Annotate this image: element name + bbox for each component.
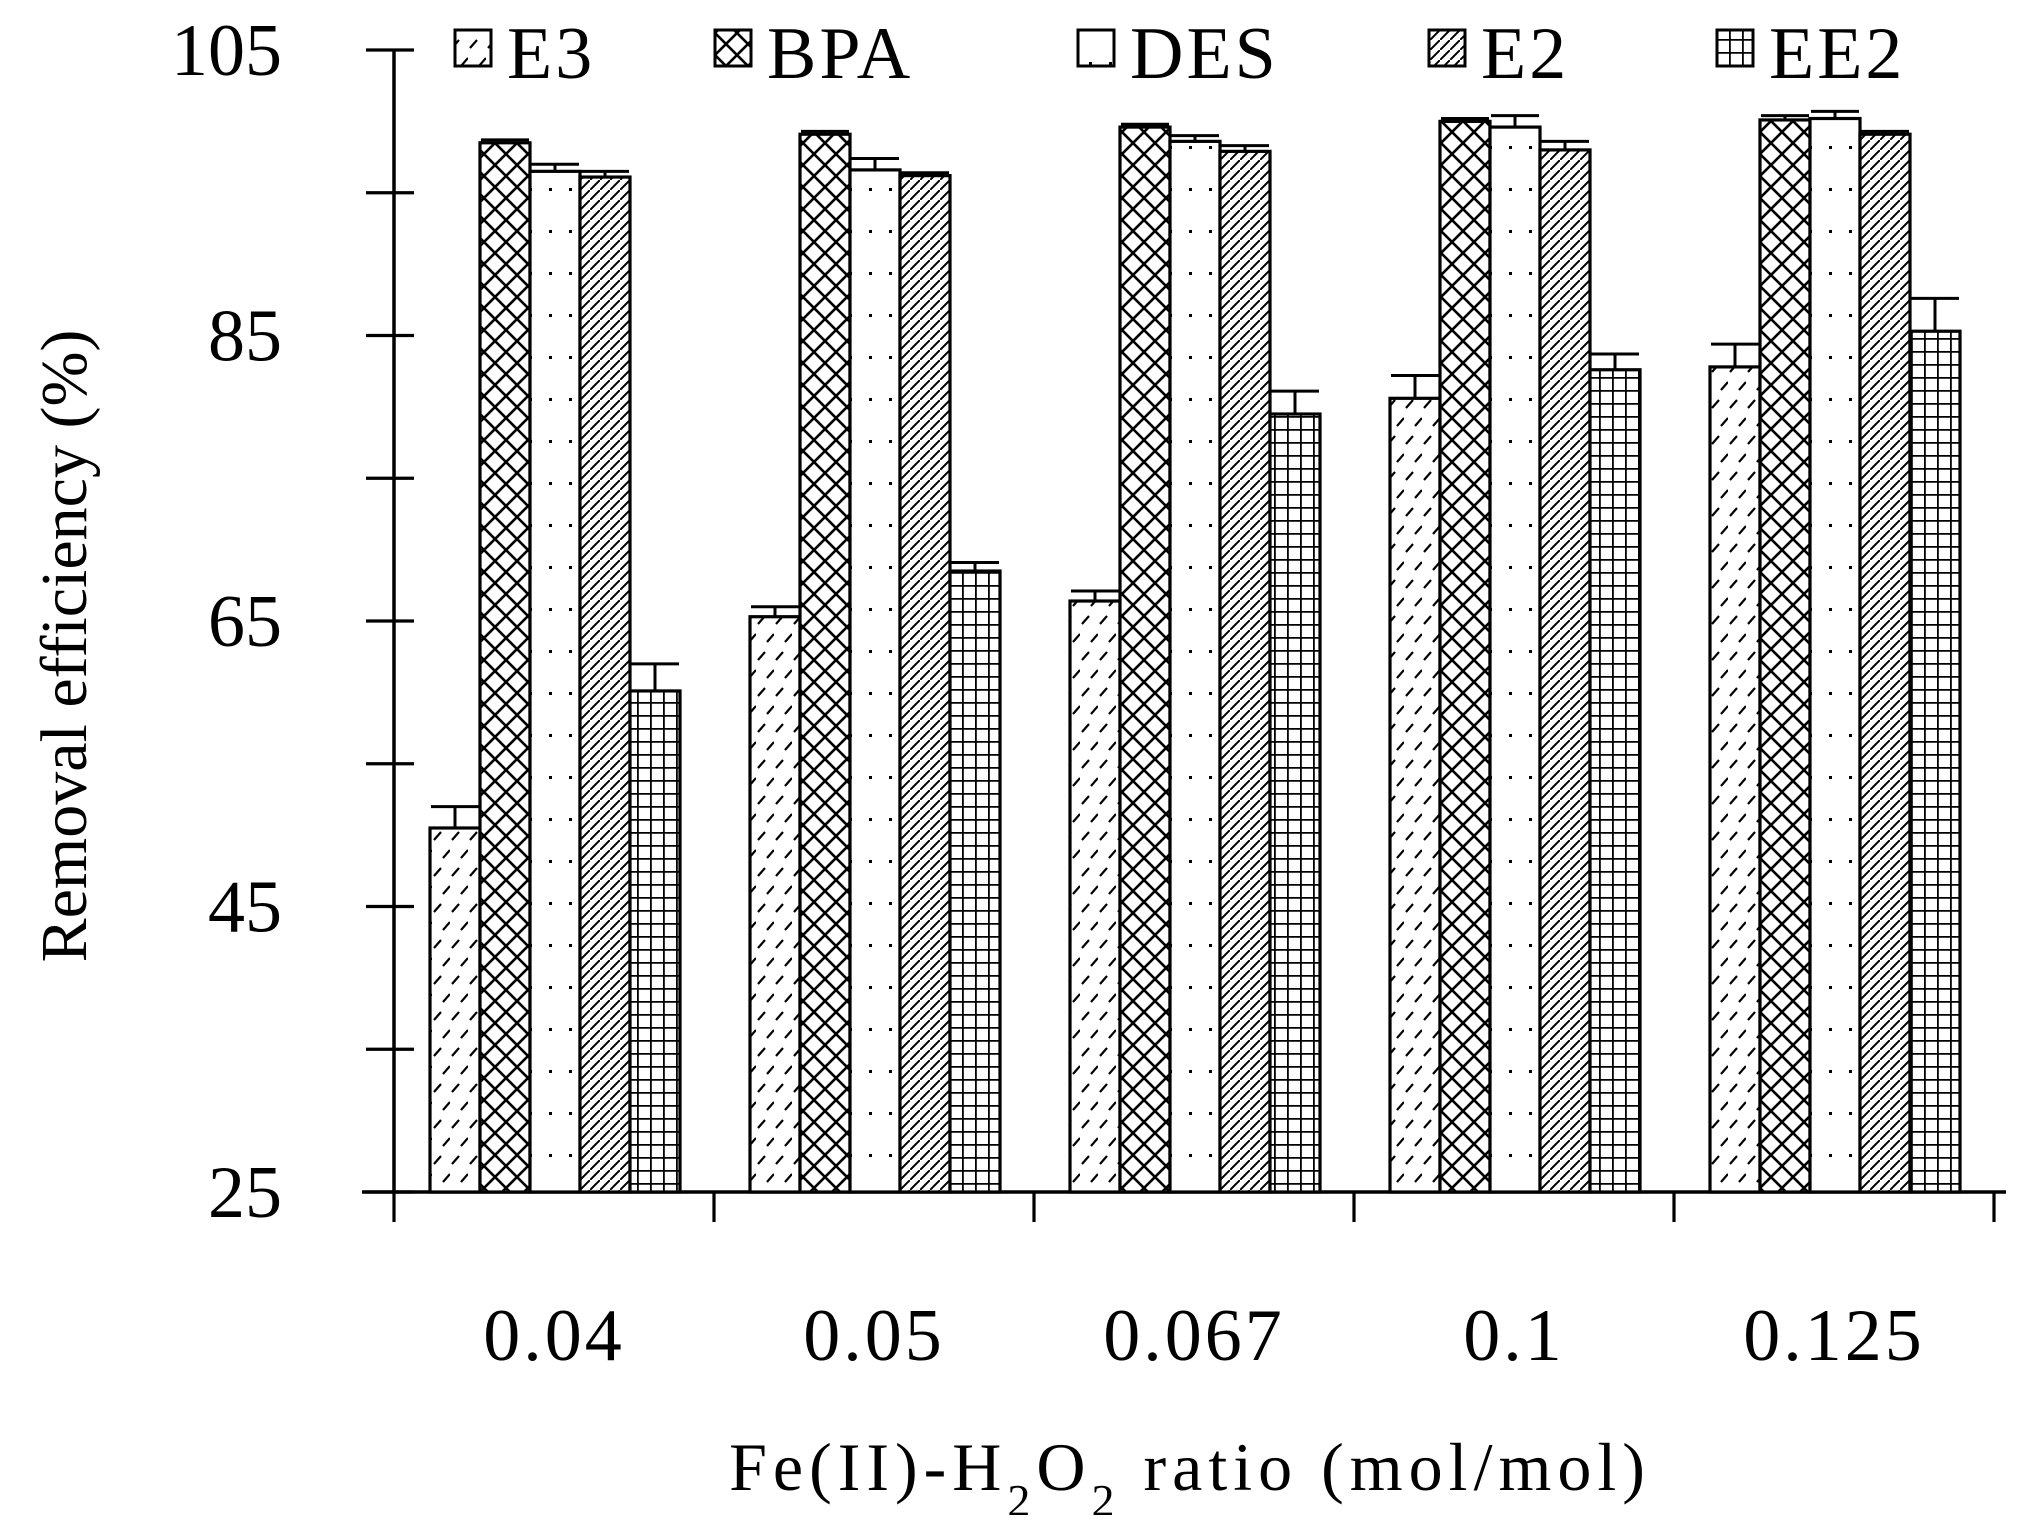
legend-label: BPA bbox=[767, 13, 913, 95]
bar-ee2-0.125 bbox=[1908, 329, 1962, 1194]
bar-bpa-0.05 bbox=[798, 132, 852, 1194]
legend-item-bpa: BPA bbox=[713, 13, 913, 95]
legend-label: DES bbox=[1130, 13, 1279, 95]
x-category-label: 0.125 bbox=[1743, 1295, 1925, 1377]
legend: E3 BPA DES E2 EE2 bbox=[453, 13, 1905, 95]
bar-e2-0.05 bbox=[898, 174, 952, 1194]
legend-swatch bbox=[1715, 28, 1755, 68]
y-tick-label: 85 bbox=[208, 296, 282, 378]
y-axis-ticks: 25 45 65 85 105 bbox=[171, 10, 414, 1234]
bar-e2-0.1 bbox=[1538, 148, 1592, 1194]
x-category-label: 0.04 bbox=[483, 1295, 625, 1377]
x-axis-title: Fe(II)-H2O2 ratio (mol/mol) bbox=[729, 1429, 1651, 1515]
bar-bpa-0.125 bbox=[1758, 118, 1812, 1194]
legend-swatch bbox=[1427, 28, 1467, 68]
bar-des-0.04 bbox=[528, 169, 582, 1194]
x-category-label: 0.1 bbox=[1463, 1295, 1565, 1377]
bar-e3-0.125 bbox=[1708, 365, 1762, 1194]
y-tick-label: 105 bbox=[171, 10, 282, 92]
legend-swatch bbox=[453, 28, 493, 68]
bar-ee2-0.067 bbox=[1268, 412, 1322, 1194]
y-tick-label: 45 bbox=[208, 867, 282, 949]
legend-swatch bbox=[1076, 28, 1116, 68]
legend-item-des: DES bbox=[1076, 13, 1279, 95]
bar-e2-0.04 bbox=[578, 175, 632, 1194]
legend-label: E2 bbox=[1481, 13, 1569, 95]
bar-ee2-0.05 bbox=[948, 569, 1002, 1194]
bar-des-0.125 bbox=[1808, 116, 1862, 1194]
bar-e2-0.125 bbox=[1858, 132, 1912, 1194]
bar-e2-0.067 bbox=[1218, 149, 1272, 1194]
y-tick-label: 25 bbox=[208, 1152, 282, 1234]
legend-label: EE2 bbox=[1769, 13, 1905, 95]
bar-bpa-0.067 bbox=[1118, 125, 1172, 1194]
bar-e3-0.05 bbox=[748, 615, 802, 1194]
x-category-label: 0.067 bbox=[1103, 1295, 1285, 1377]
bar-e3-0.04 bbox=[428, 826, 482, 1194]
x-axis-ticks bbox=[392, 1192, 1996, 1222]
legend-item-e3: E3 bbox=[453, 13, 595, 95]
y-tick-label: 65 bbox=[208, 581, 282, 663]
x-category-label: 0.05 bbox=[803, 1295, 945, 1377]
x-category-labels: 0.04 0.05 0.067 0.1 0.125 bbox=[483, 1295, 1925, 1377]
legend-item-e2: E2 bbox=[1427, 13, 1569, 95]
bar-des-0.067 bbox=[1168, 139, 1222, 1194]
bar-bpa-0.04 bbox=[478, 141, 532, 1194]
legend-label: E3 bbox=[507, 13, 595, 95]
legend-swatch bbox=[713, 28, 753, 68]
bar-des-0.1 bbox=[1488, 125, 1542, 1194]
bar-e3-0.1 bbox=[1388, 396, 1442, 1194]
bar-des-0.05 bbox=[848, 168, 902, 1194]
bar-e3-0.067 bbox=[1068, 599, 1122, 1194]
bar-ee2-0.04 bbox=[628, 689, 682, 1194]
y-axis-title: Removal efficiency (%) bbox=[28, 330, 101, 963]
bar-bpa-0.1 bbox=[1438, 119, 1492, 1194]
bar-ee2-0.1 bbox=[1588, 368, 1642, 1194]
bar-series bbox=[428, 109, 1962, 1194]
legend-item-ee2: EE2 bbox=[1715, 13, 1905, 95]
